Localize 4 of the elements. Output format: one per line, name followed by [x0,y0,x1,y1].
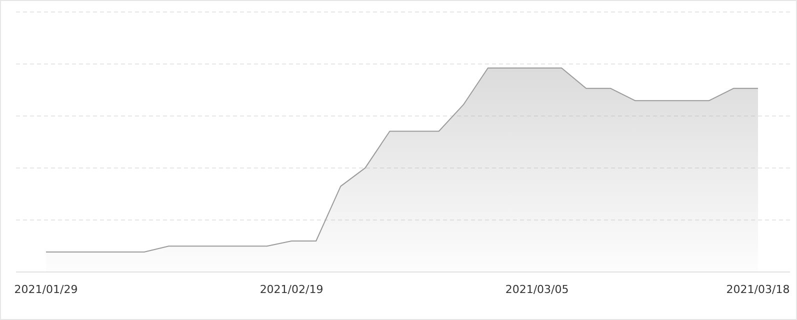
x-tick-label: 2021/03/05 [505,283,569,296]
x-tick-label: 2021/02/19 [260,283,324,296]
x-tick-label: 2021/03/18 [726,283,790,296]
x-tick-label: 2021/01/29 [14,283,78,296]
